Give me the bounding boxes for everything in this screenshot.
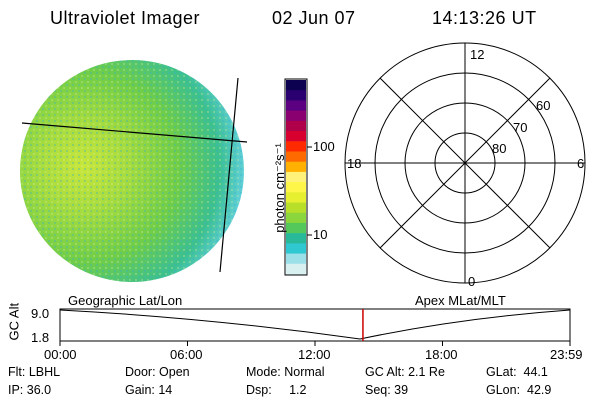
timeline-left-title: Geographic Lat/Lon [68, 293, 183, 308]
timeline-tick-2359: 23:59 [550, 347, 583, 362]
colorbar-segment [286, 120, 306, 132]
lat-label-60: 60 [536, 98, 551, 113]
colorbar-segment [286, 151, 306, 163]
mode-info: Mode: Normal [246, 365, 325, 379]
timeline-tick-1200: 12:00 [298, 347, 331, 362]
glon-info: GLon: 42.9 [486, 383, 552, 397]
filter-info: Flt: LBHL [8, 365, 61, 379]
colorbar-segment [286, 161, 306, 173]
colorbar-segment [286, 171, 306, 183]
mlt-label-18: 18 [347, 156, 362, 171]
colorbar-segment [286, 263, 306, 275]
dsp-info: Dsp: 1.2 [246, 383, 307, 397]
timeline-tick-0000: 00:00 [44, 347, 77, 362]
colorbar-segment [286, 212, 306, 224]
mlt-label-12: 12 [470, 47, 485, 62]
timeline-plot [59, 308, 571, 346]
ip-info: IP: 36.0 [8, 383, 52, 397]
door-info: Door: Open [125, 365, 190, 379]
colorbar-segment [286, 202, 306, 214]
timeline-axis-title: GC Alt [6, 302, 22, 341]
lat-label-80: 80 [492, 141, 507, 156]
uv-image [20, 60, 248, 282]
colorbar-segment [286, 192, 306, 204]
lat-label-70: 70 [513, 120, 528, 135]
colorbar-tick-10: 10 [313, 227, 328, 242]
timeline-tick-0600: 06:00 [170, 347, 203, 362]
timeline-tick-1800: 18:00 [425, 347, 458, 362]
colorbar-unit-label: photon cm⁻²s⁻¹ [272, 143, 287, 233]
colorbar [284, 78, 312, 276]
colorbar-segment [286, 131, 306, 142]
timeline-y-min: 1.8 [31, 330, 50, 345]
colorbar-segment [286, 100, 306, 112]
colorbar-segment [286, 253, 306, 265]
colorbar-segment [286, 222, 306, 234]
colorbar-segment [286, 80, 306, 91]
timeline-y-max: 9.0 [31, 306, 50, 321]
colorbar-segment [286, 141, 306, 152]
date-label: 02 Jun 07 [272, 8, 356, 28]
polar-plot [344, 42, 586, 284]
colorbar-segment [286, 110, 306, 122]
glat-info: GLat: 44.1 [486, 365, 548, 379]
time-label: 14:13:26 UT [432, 8, 537, 28]
seq-info: Seq: 39 [365, 383, 409, 397]
app-title: Ultraviolet Imager [50, 8, 201, 28]
colorbar-segment [286, 233, 306, 244]
colorbar-segment [286, 90, 306, 101]
colorbar-segment [286, 182, 306, 193]
colorbar-segment [286, 243, 306, 255]
colorbar-tick-100: 100 [313, 139, 335, 154]
gain-info: Gain: 14 [125, 383, 173, 397]
gc-alt-info: GC Alt: 2.1 Re [365, 365, 445, 379]
mlt-label-6: 6 [577, 156, 585, 171]
timeline-right-title: Apex MLat/MLT [415, 293, 506, 308]
mlt-label-0: 0 [468, 274, 476, 289]
